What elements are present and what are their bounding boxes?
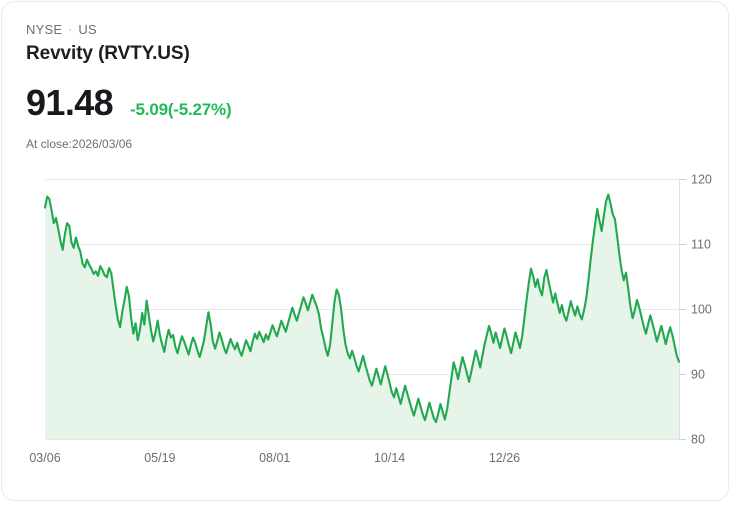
- x-axis-tick-label: 05/19: [144, 451, 175, 465]
- price-area-fill: [45, 194, 679, 439]
- y-axis-tick-label: 80: [691, 433, 705, 447]
- price-change: -5.09(-5.27%): [130, 100, 232, 119]
- quote-header: NYSE · US Revvity (RVTY.US) 91.48 -5.09(…: [26, 22, 686, 152]
- quote-card: NYSE · US Revvity (RVTY.US) 91.48 -5.09(…: [1, 1, 729, 501]
- price-chart-svg[interactable]: 120 110 100 90 80 03/06 05/19 08/01 10/14 12/26: [2, 162, 736, 472]
- x-axis-tick-label: 03/06: [29, 451, 60, 465]
- y-axis-tick-label: 120: [691, 173, 712, 187]
- price-row: 91.48 -5.09(-5.27%): [26, 83, 686, 123]
- exchange-label: NYSE: [26, 22, 63, 37]
- price-chart[interactable]: 120 110 100 90 80 03/06 05/19 08/01 10/14 12/26: [2, 162, 736, 472]
- y-axis-labels: 120 110 100 90 80: [691, 173, 712, 447]
- x-axis-tick-label: 08/01: [259, 451, 290, 465]
- price-line: [43, 193, 681, 424]
- x-axis-tick-label: 12/26: [489, 451, 520, 465]
- y-axis-tick-label: 110: [691, 238, 711, 252]
- y-axis-tick-label: 100: [691, 303, 712, 317]
- market-status-note: At close:2026/03/06: [26, 137, 133, 151]
- exchange-row: NYSE · US: [26, 22, 686, 38]
- x-axis-tick-label: 10/14: [374, 451, 405, 465]
- region-label: US: [78, 22, 97, 37]
- last-price: 91.48: [26, 82, 114, 123]
- y-axis-tick-label: 90: [691, 368, 705, 382]
- separator-dot: ·: [68, 22, 73, 36]
- x-axis-labels: 03/06 05/19 08/01 10/14 12/26: [29, 451, 520, 465]
- page-title: Revvity (RVTY.US): [26, 43, 190, 64]
